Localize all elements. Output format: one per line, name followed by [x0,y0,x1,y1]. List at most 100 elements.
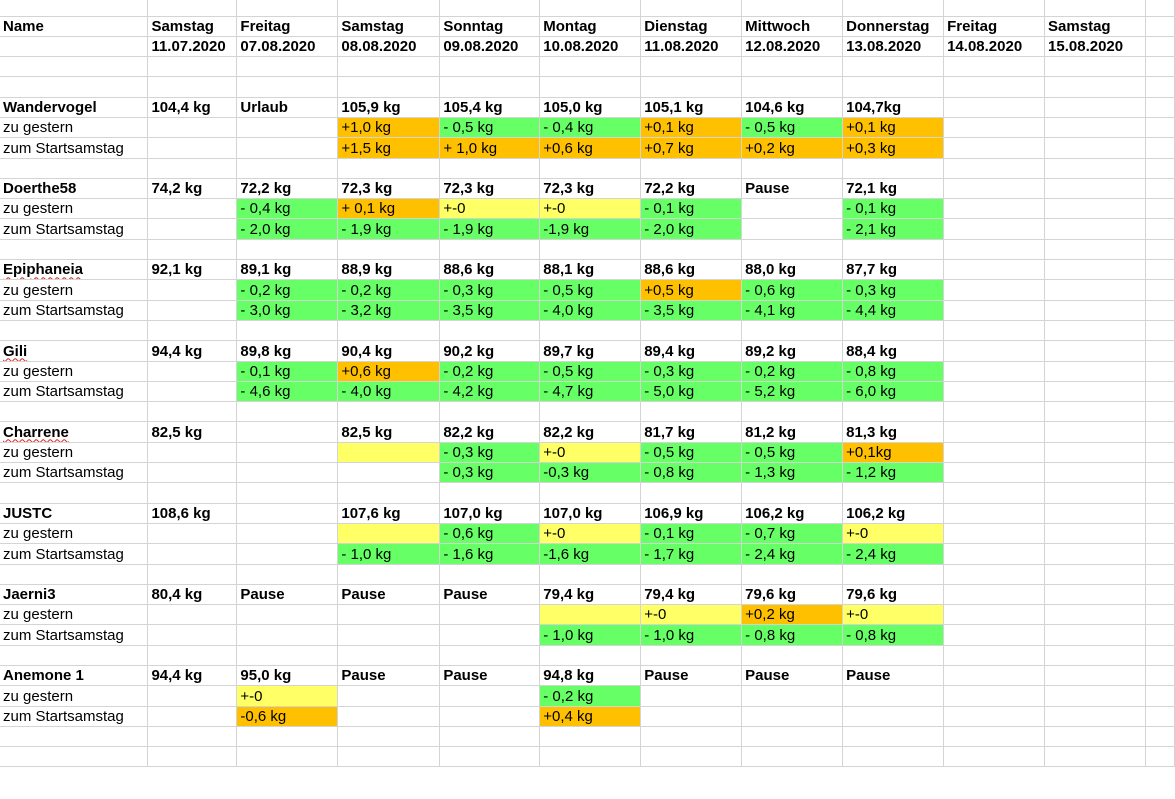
empty-cell[interactable] [236,401,339,423]
diff-start-cell[interactable]: + 1,0 kg [439,137,541,159]
diff-start-cell[interactable]: - 2,0 kg [236,218,339,240]
diff-yesterday-cell[interactable]: +-0 [539,442,642,464]
diff-yesterday-cell[interactable]: +-0 [439,198,541,220]
empty-cell[interactable] [741,482,844,504]
empty-cell[interactable] [943,97,1046,118]
diff-yesterday-cell[interactable]: - 0,3 kg [842,279,945,301]
empty-cell[interactable] [943,198,1046,220]
diff-start-label-cell[interactable]: zum Startsamstag [0,624,149,646]
diff-start-cell[interactable]: +0,3 kg [842,137,945,159]
weight-cell[interactable]: Pause [337,584,441,606]
empty-cell[interactable] [0,482,149,504]
diff-start-cell[interactable]: - 3,2 kg [337,300,441,321]
diff-start-cell[interactable]: +0,6 kg [539,137,642,159]
empty-cell[interactable] [640,564,743,585]
empty-cell[interactable] [147,442,238,464]
empty-cell[interactable] [337,624,441,646]
diff-start-label-cell[interactable]: zum Startsamstag [0,300,149,321]
weight-cell[interactable]: 94,8 kg [539,665,642,687]
weight-cell[interactable]: 79,6 kg [741,584,844,606]
empty-cell[interactable] [1145,36,1175,58]
diff-yesterday-cell[interactable]: - 0,2 kg [236,279,339,301]
empty-cell[interactable] [1044,482,1146,504]
empty-cell[interactable] [943,503,1046,524]
empty-cell[interactable] [943,706,1046,727]
weight-cell[interactable]: 82,5 kg [337,421,441,443]
empty-cell[interactable] [337,482,441,504]
diff-start-cell[interactable]: -0,3 kg [539,462,642,484]
weight-cell[interactable]: 89,1 kg [236,259,339,281]
empty-cell[interactable] [439,76,541,98]
empty-cell[interactable] [439,624,541,646]
empty-cell[interactable] [539,320,642,342]
diff-yesterday-cell[interactable]: +-0 [842,523,945,545]
diff-start-cell[interactable]: - 1,0 kg [337,543,441,565]
empty-cell[interactable] [943,523,1046,545]
empty-cell[interactable] [943,56,1046,78]
weight-cell[interactable]: 72,3 kg [539,178,642,200]
empty-cell[interactable] [1044,604,1146,626]
empty-cell[interactable] [439,746,541,768]
empty-cell[interactable] [1044,564,1146,585]
weight-cell[interactable]: 90,2 kg [439,340,541,362]
weight-cell[interactable]: 88,6 kg [439,259,541,281]
empty-cell[interactable] [943,645,1046,667]
empty-cell[interactable] [236,0,339,17]
weight-cell[interactable]: 88,9 kg [337,259,441,281]
empty-cell[interactable] [147,0,238,17]
weight-cell[interactable]: 89,4 kg [640,340,743,362]
weight-cell[interactable]: 106,2 kg [741,503,844,524]
empty-cell[interactable] [0,76,149,98]
empty-cell[interactable] [337,0,441,17]
person-name-cell[interactable]: Jaerni3 [0,584,149,606]
empty-cell[interactable] [943,442,1046,464]
diff-yesterday-cell[interactable]: +0,5 kg [640,279,743,301]
weight-cell[interactable]: Pause [741,665,844,687]
empty-cell[interactable] [842,726,945,748]
weight-cell[interactable]: 72,1 kg [842,178,945,200]
empty-cell[interactable] [741,401,844,423]
empty-cell[interactable] [0,645,149,667]
person-name-cell[interactable]: Charrene [0,421,149,443]
empty-cell[interactable] [539,726,642,748]
empty-cell[interactable] [147,645,238,667]
diff-start-cell[interactable]: - 0,8 kg [640,462,743,484]
empty-cell[interactable] [1145,543,1175,565]
empty-cell[interactable] [943,604,1046,626]
diff-yesterday-cell[interactable]: - 0,4 kg [236,198,339,220]
diff-yesterday-cell[interactable]: - 0,1 kg [640,523,743,545]
empty-cell[interactable] [147,706,238,727]
weight-cell[interactable]: 88,0 kg [741,259,844,281]
diff-start-cell[interactable]: -1,9 kg [539,218,642,240]
diff-start-cell[interactable]: - 4,4 kg [842,300,945,321]
empty-cell[interactable] [539,239,642,261]
diff-start-cell[interactable]: - 4,0 kg [539,300,642,321]
empty-cell[interactable] [640,685,743,707]
empty-cell[interactable] [943,0,1046,17]
diff-yesterday-cell[interactable]: - 0,6 kg [741,279,844,301]
empty-cell[interactable] [1044,726,1146,748]
empty-cell[interactable] [0,56,149,78]
diff-start-cell[interactable]: - 2,4 kg [741,543,844,565]
person-name-cell[interactable]: Doerthe58 [0,178,149,200]
empty-cell[interactable] [1044,239,1146,261]
empty-cell[interactable] [147,564,238,585]
diff-start-cell[interactable]: - 6,0 kg [842,381,945,403]
diff-start-cell[interactable]: +0,7 kg [640,137,743,159]
diff-yesterday-cell[interactable]: +-0 [539,198,642,220]
diff-start-cell[interactable]: - 0,8 kg [842,624,945,646]
weight-cell[interactable]: 89,8 kg [236,340,339,362]
empty-cell[interactable] [943,381,1046,403]
empty-cell[interactable] [1044,56,1146,78]
diff-yesterday-cell[interactable]: - 0,1 kg [842,198,945,220]
empty-cell[interactable] [1145,259,1175,281]
diff-start-cell[interactable]: - 4,7 kg [539,381,642,403]
diff-start-cell[interactable]: - 5,2 kg [741,381,844,403]
empty-cell[interactable] [1044,97,1146,118]
weight-cell[interactable]: 94,4 kg [147,665,238,687]
diff-start-cell[interactable]: -0,6 kg [236,706,339,727]
empty-cell[interactable] [147,137,238,159]
empty-cell[interactable] [1145,482,1175,504]
empty-cell[interactable] [1145,56,1175,78]
empty-cell[interactable] [147,198,238,220]
